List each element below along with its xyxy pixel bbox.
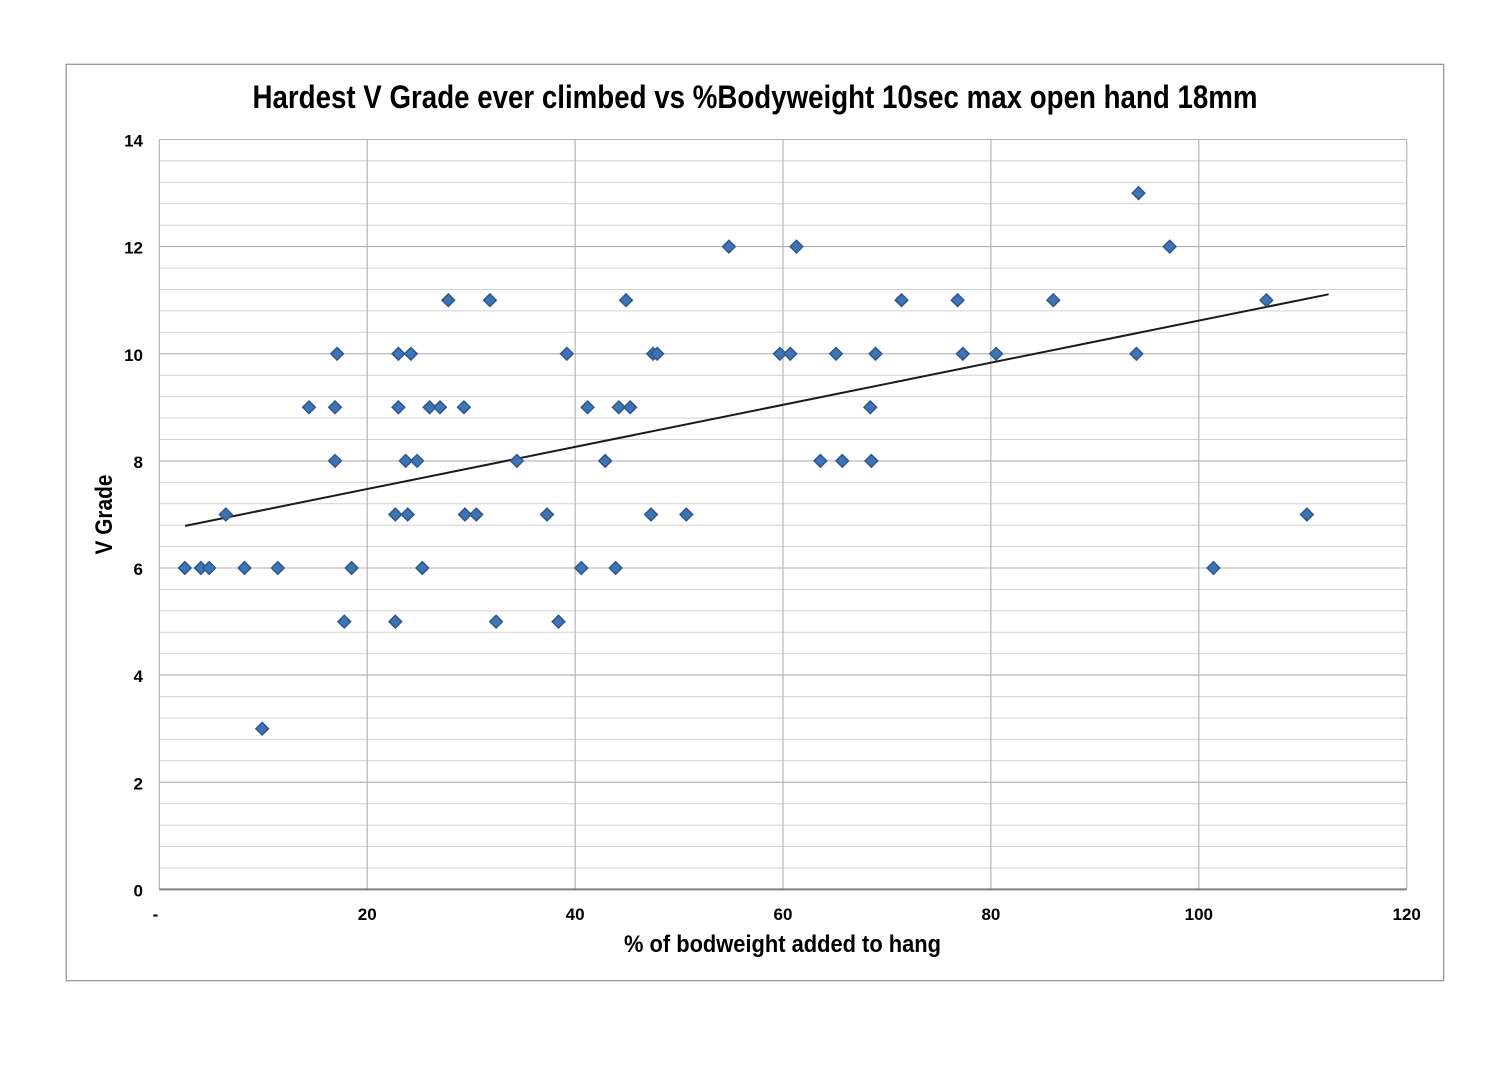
svg-text:Hardest V Grade ever climbed v: Hardest V Grade ever climbed vs %Bodywei… bbox=[253, 79, 1258, 115]
svg-text:10: 10 bbox=[124, 346, 143, 365]
svg-text:12: 12 bbox=[124, 239, 143, 258]
svg-text:V Grade: V Grade bbox=[91, 475, 118, 555]
svg-text:-: - bbox=[153, 905, 159, 924]
svg-text:0: 0 bbox=[134, 881, 143, 900]
svg-text:% of bodweight added to hang: % of bodweight added to hang bbox=[624, 931, 941, 958]
svg-text:8: 8 bbox=[134, 453, 143, 472]
svg-text:14: 14 bbox=[124, 132, 143, 151]
svg-text:20: 20 bbox=[358, 905, 377, 924]
svg-text:60: 60 bbox=[774, 905, 793, 924]
svg-text:40: 40 bbox=[566, 905, 585, 924]
svg-text:100: 100 bbox=[1185, 905, 1213, 924]
svg-text:4: 4 bbox=[134, 667, 144, 686]
svg-text:2: 2 bbox=[134, 774, 143, 793]
svg-text:6: 6 bbox=[134, 560, 143, 579]
svg-text:80: 80 bbox=[981, 905, 1000, 924]
svg-text:120: 120 bbox=[1393, 905, 1421, 924]
